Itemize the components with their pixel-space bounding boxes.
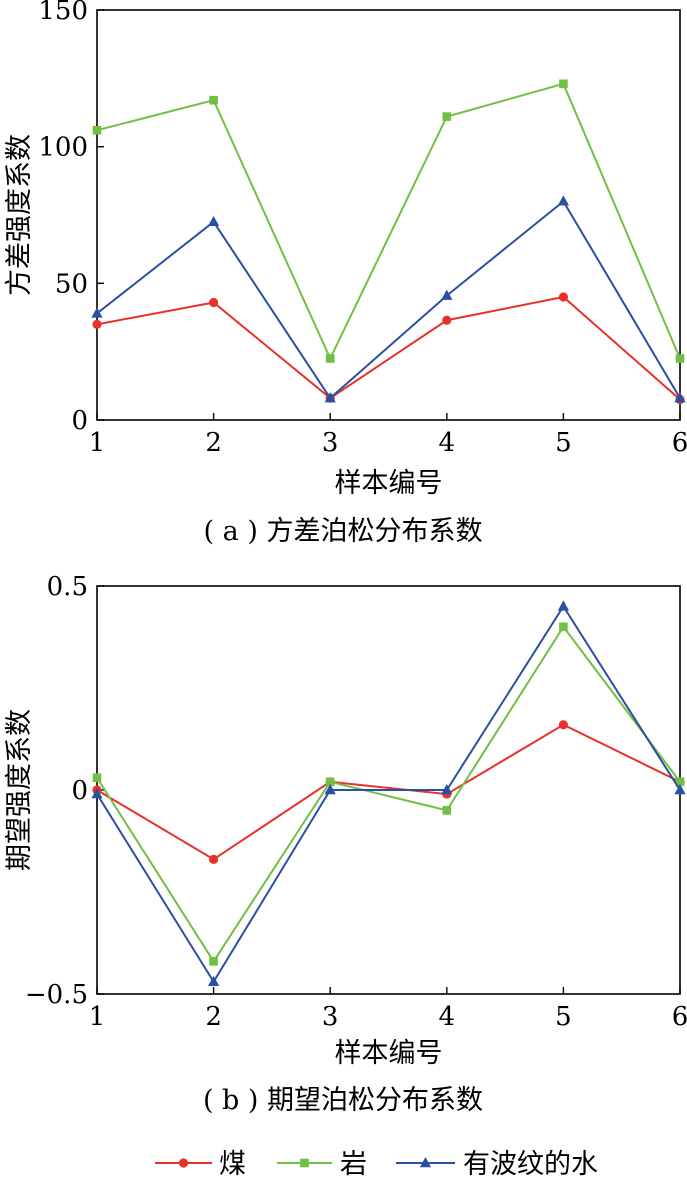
x-axis-title: 样本编号 [335, 468, 443, 499]
series-1 [92, 720, 685, 864]
legend-marker [419, 1157, 432, 1168]
data-point [324, 392, 336, 403]
data-point [209, 957, 218, 966]
legend-label: 有波纹的水 [463, 1149, 598, 1178]
y-tick-label: 0 [71, 406, 88, 436]
x-tick-label: 1 [89, 1002, 106, 1032]
series-3 [91, 195, 686, 403]
x-tick-label: 3 [322, 1002, 339, 1032]
x-tick-label: 5 [555, 1002, 572, 1032]
data-point [674, 392, 686, 403]
y-axis-title: 期望强度系数 [4, 709, 35, 871]
y-tick-label: 0.5 [47, 572, 88, 602]
data-point [558, 720, 569, 730]
y-tick-label: 100 [38, 133, 88, 163]
legend: 煤 岩 有波纹的水 [155, 1149, 598, 1178]
data-point [92, 319, 102, 329]
data-point [325, 354, 335, 363]
x-tick-label: 4 [439, 1002, 456, 1032]
legend-item: 有波纹的水 [396, 1149, 598, 1178]
data-point [208, 975, 220, 986]
y-axis-title: 方差强度系数 [4, 134, 35, 296]
y-tick-label: −0.5 [25, 980, 88, 1010]
series-2 [92, 79, 685, 363]
y-tick-label: 150 [38, 0, 88, 26]
data-point [557, 195, 569, 206]
x-tick-label: 4 [439, 428, 456, 458]
legend-marker [178, 1158, 189, 1168]
legend-label: 岩 [340, 1149, 367, 1178]
data-point [442, 315, 452, 325]
x-axis-title: 样本编号 [335, 1038, 443, 1069]
data-point [441, 289, 453, 300]
data-point [209, 297, 219, 308]
chart-caption: ( a ) 方差泊松分布系数 [204, 516, 483, 547]
data-point [209, 95, 218, 105]
data-point [325, 777, 335, 787]
data-point [558, 292, 569, 302]
y-tick-label: 50 [55, 269, 88, 299]
series-2 [92, 622, 685, 966]
series-line [96, 723, 681, 861]
legend-marker [300, 1158, 309, 1168]
x-tick-label: 5 [555, 428, 572, 458]
x-tick-label: 2 [205, 1002, 222, 1032]
data-point [442, 112, 452, 121]
legend-label: 煤 [219, 1149, 246, 1178]
data-point [557, 600, 569, 611]
data-point [92, 125, 102, 135]
data-point [208, 215, 220, 227]
x-tick-label: 3 [322, 428, 339, 458]
y-tick-label: 0 [71, 776, 88, 806]
data-point [559, 622, 568, 632]
data-point [441, 784, 453, 795]
data-point [675, 777, 685, 787]
series-line [96, 295, 681, 401]
legend-item: 煤 [155, 1149, 246, 1178]
chart-b: 1 2 3 4 5 6 −0.5 0 0.5 样本编号 期望强度系数 ( b ) 期望泊松分布系数 [4, 572, 687, 1116]
data-point [324, 784, 336, 795]
data-point [92, 773, 102, 783]
plot-frame [96, 9, 681, 421]
x-tick-label: 6 [672, 1002, 687, 1032]
series-line [96, 625, 681, 964]
series-line [96, 82, 681, 361]
data-point [559, 79, 568, 89]
data-point [91, 307, 103, 318]
x-tick-label: 2 [205, 428, 222, 458]
series-1 [92, 292, 685, 405]
legend-item: 岩 [277, 1149, 367, 1178]
data-point [675, 354, 685, 363]
series-3 [91, 600, 686, 986]
series-line [96, 199, 681, 400]
data-point [442, 806, 452, 815]
data-point [674, 784, 686, 795]
chart-caption: ( b ) 期望泊松分布系数 [203, 1085, 483, 1116]
x-tick-label: 1 [89, 428, 106, 458]
chart-a: 1 2 3 4 5 6 0 50 100 150 样本编号 方差强度系数 ( a ) 方差泊松分布系数 [4, 0, 687, 547]
data-point [209, 854, 219, 864]
series-line [96, 604, 681, 984]
x-tick-label: 6 [672, 428, 687, 458]
data-point [91, 788, 103, 799]
